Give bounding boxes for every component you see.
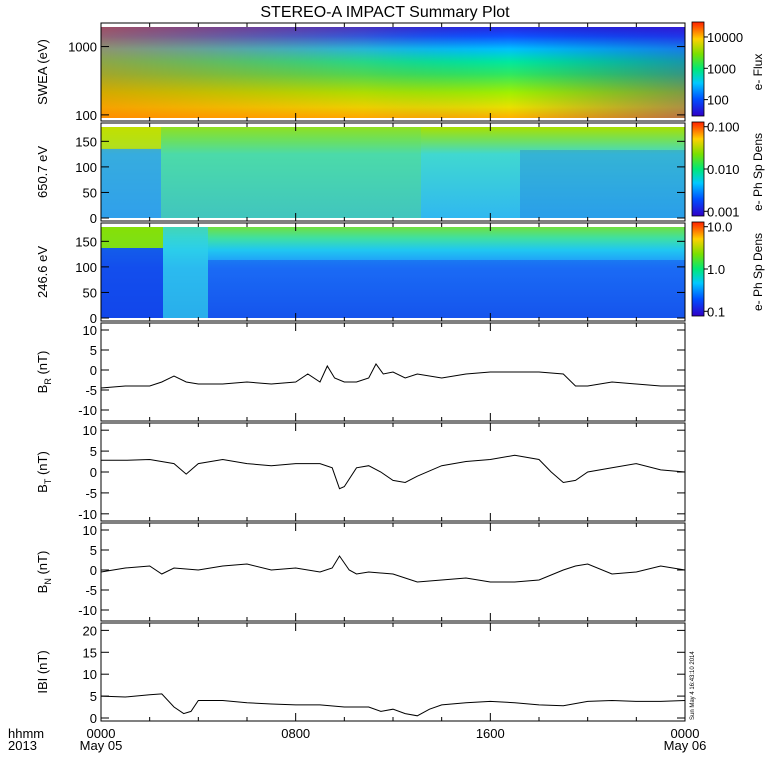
y-tick-label-5-1: -5 [85, 583, 97, 598]
y-tick-label-5-3: 5 [90, 543, 97, 558]
x-date-label-0: May 05 [80, 738, 123, 753]
colorbar-tick-label-0-1: 1000 [707, 61, 736, 76]
y-tick-label-6-1: 5 [90, 689, 97, 704]
y-tick-label-5-4: 10 [83, 523, 97, 538]
y-tick-label-3-3: 5 [90, 343, 97, 358]
y-tick-label-3-0: -10 [78, 403, 97, 418]
y-tick-label-3-2: 0 [90, 363, 97, 378]
chart-title: STEREO-A IMPACT Summary Plot [260, 4, 510, 21]
series-line-3 [100, 363, 685, 389]
timestamp-stamp: Sun May 4 16:43:10 2014 [690, 651, 696, 720]
colorbar-swea [691, 21, 705, 117]
y-tick-label-0-1: 1000 [68, 40, 97, 55]
y-tick-label-4-2: 0 [90, 465, 97, 480]
colorbar-tick-label-0-2: 10000 [707, 30, 743, 45]
colorbar-label-0: e- Flux [751, 54, 765, 91]
panel-frame-6 [100, 622, 686, 722]
footer-hhmm: hhmm [8, 726, 44, 741]
y-axis-label-3: BR (nT) [35, 351, 53, 394]
y-tick-label-1-3: 150 [75, 134, 97, 149]
colorbar-246-eV [691, 221, 705, 317]
y-tick-label-2-3: 150 [75, 234, 97, 249]
x-tick-label-3: 0000 [671, 726, 700, 741]
y-axis-label-5: BN (nT) [35, 551, 53, 594]
x-date-label-3: May 06 [664, 738, 707, 753]
y-tick-label-2-0: 0 [90, 311, 97, 326]
series-line-6 [100, 693, 686, 717]
colorbar-650-eV [691, 121, 705, 217]
y-tick-label-1-1: 50 [83, 185, 97, 200]
y-tick-label-5-0: -10 [78, 603, 97, 618]
colorbar-tick-label-2-0: 0.1 [707, 304, 725, 319]
y-axis-label-6: IBI (nT) [35, 650, 50, 693]
footer-year: 2013 [8, 738, 37, 753]
y-tick-label-2-2: 100 [75, 260, 97, 275]
y-tick-label-6-0: 0 [90, 711, 97, 726]
y-tick-label-4-4: 10 [83, 423, 97, 438]
y-tick-label-6-3: 15 [83, 645, 97, 660]
y-tick-label-6-4: 20 [83, 623, 97, 638]
y-tick-label-0-0: 100 [75, 108, 97, 123]
colorbar-tick-label-1-1: 0.010 [707, 162, 740, 177]
y-tick-label-4-0: -10 [78, 507, 97, 522]
y-tick-label-3-4: 10 [83, 323, 97, 338]
y-tick-label-4-3: 5 [90, 444, 97, 459]
x-tick-label-1: 0800 [281, 726, 310, 741]
spectrogram-650-eV [101, 127, 685, 218]
series-line-4 [101, 454, 686, 490]
y-tick-label-3-1: -5 [85, 383, 97, 398]
y-tick-label-5-2: 0 [90, 563, 97, 578]
y-axis-label-4: BT (nT) [35, 451, 53, 493]
y-tick-label-1-2: 100 [75, 160, 97, 175]
y-axis-label-1: 650.7 eV [35, 146, 50, 198]
colorbar-tick-label-2-1: 1.0 [707, 262, 725, 277]
x-tick-label-2: 1600 [476, 726, 505, 741]
y-tick-label-4-1: -5 [85, 486, 97, 501]
panel-frame-5 [100, 522, 686, 622]
y-axis-label-2: 246.6 eV [35, 246, 50, 298]
colorbar-tick-label-1-2: 0.100 [707, 120, 740, 135]
colorbar-tick-label-1-0: 0.001 [707, 204, 740, 219]
colorbar-tick-label-0-0: 100 [707, 93, 729, 108]
y-tick-label-2-1: 50 [83, 285, 97, 300]
x-tick-label-0: 0000 [87, 726, 116, 741]
spectrogram-246-eV [101, 227, 685, 318]
colorbar-label-1: e- Ph Sp Dens [751, 133, 765, 211]
series-line-5 [100, 555, 686, 583]
y-axis-label-0: SWEA (eV) [35, 39, 50, 105]
y-tick-label-6-2: 10 [83, 667, 97, 682]
colorbar-tick-label-2-2: 10.0 [707, 220, 732, 235]
y-tick-label-1-0: 0 [90, 211, 97, 226]
colorbar-label-2: e- Ph Sp Dens [751, 233, 765, 311]
spectrogram-swea [101, 27, 685, 118]
